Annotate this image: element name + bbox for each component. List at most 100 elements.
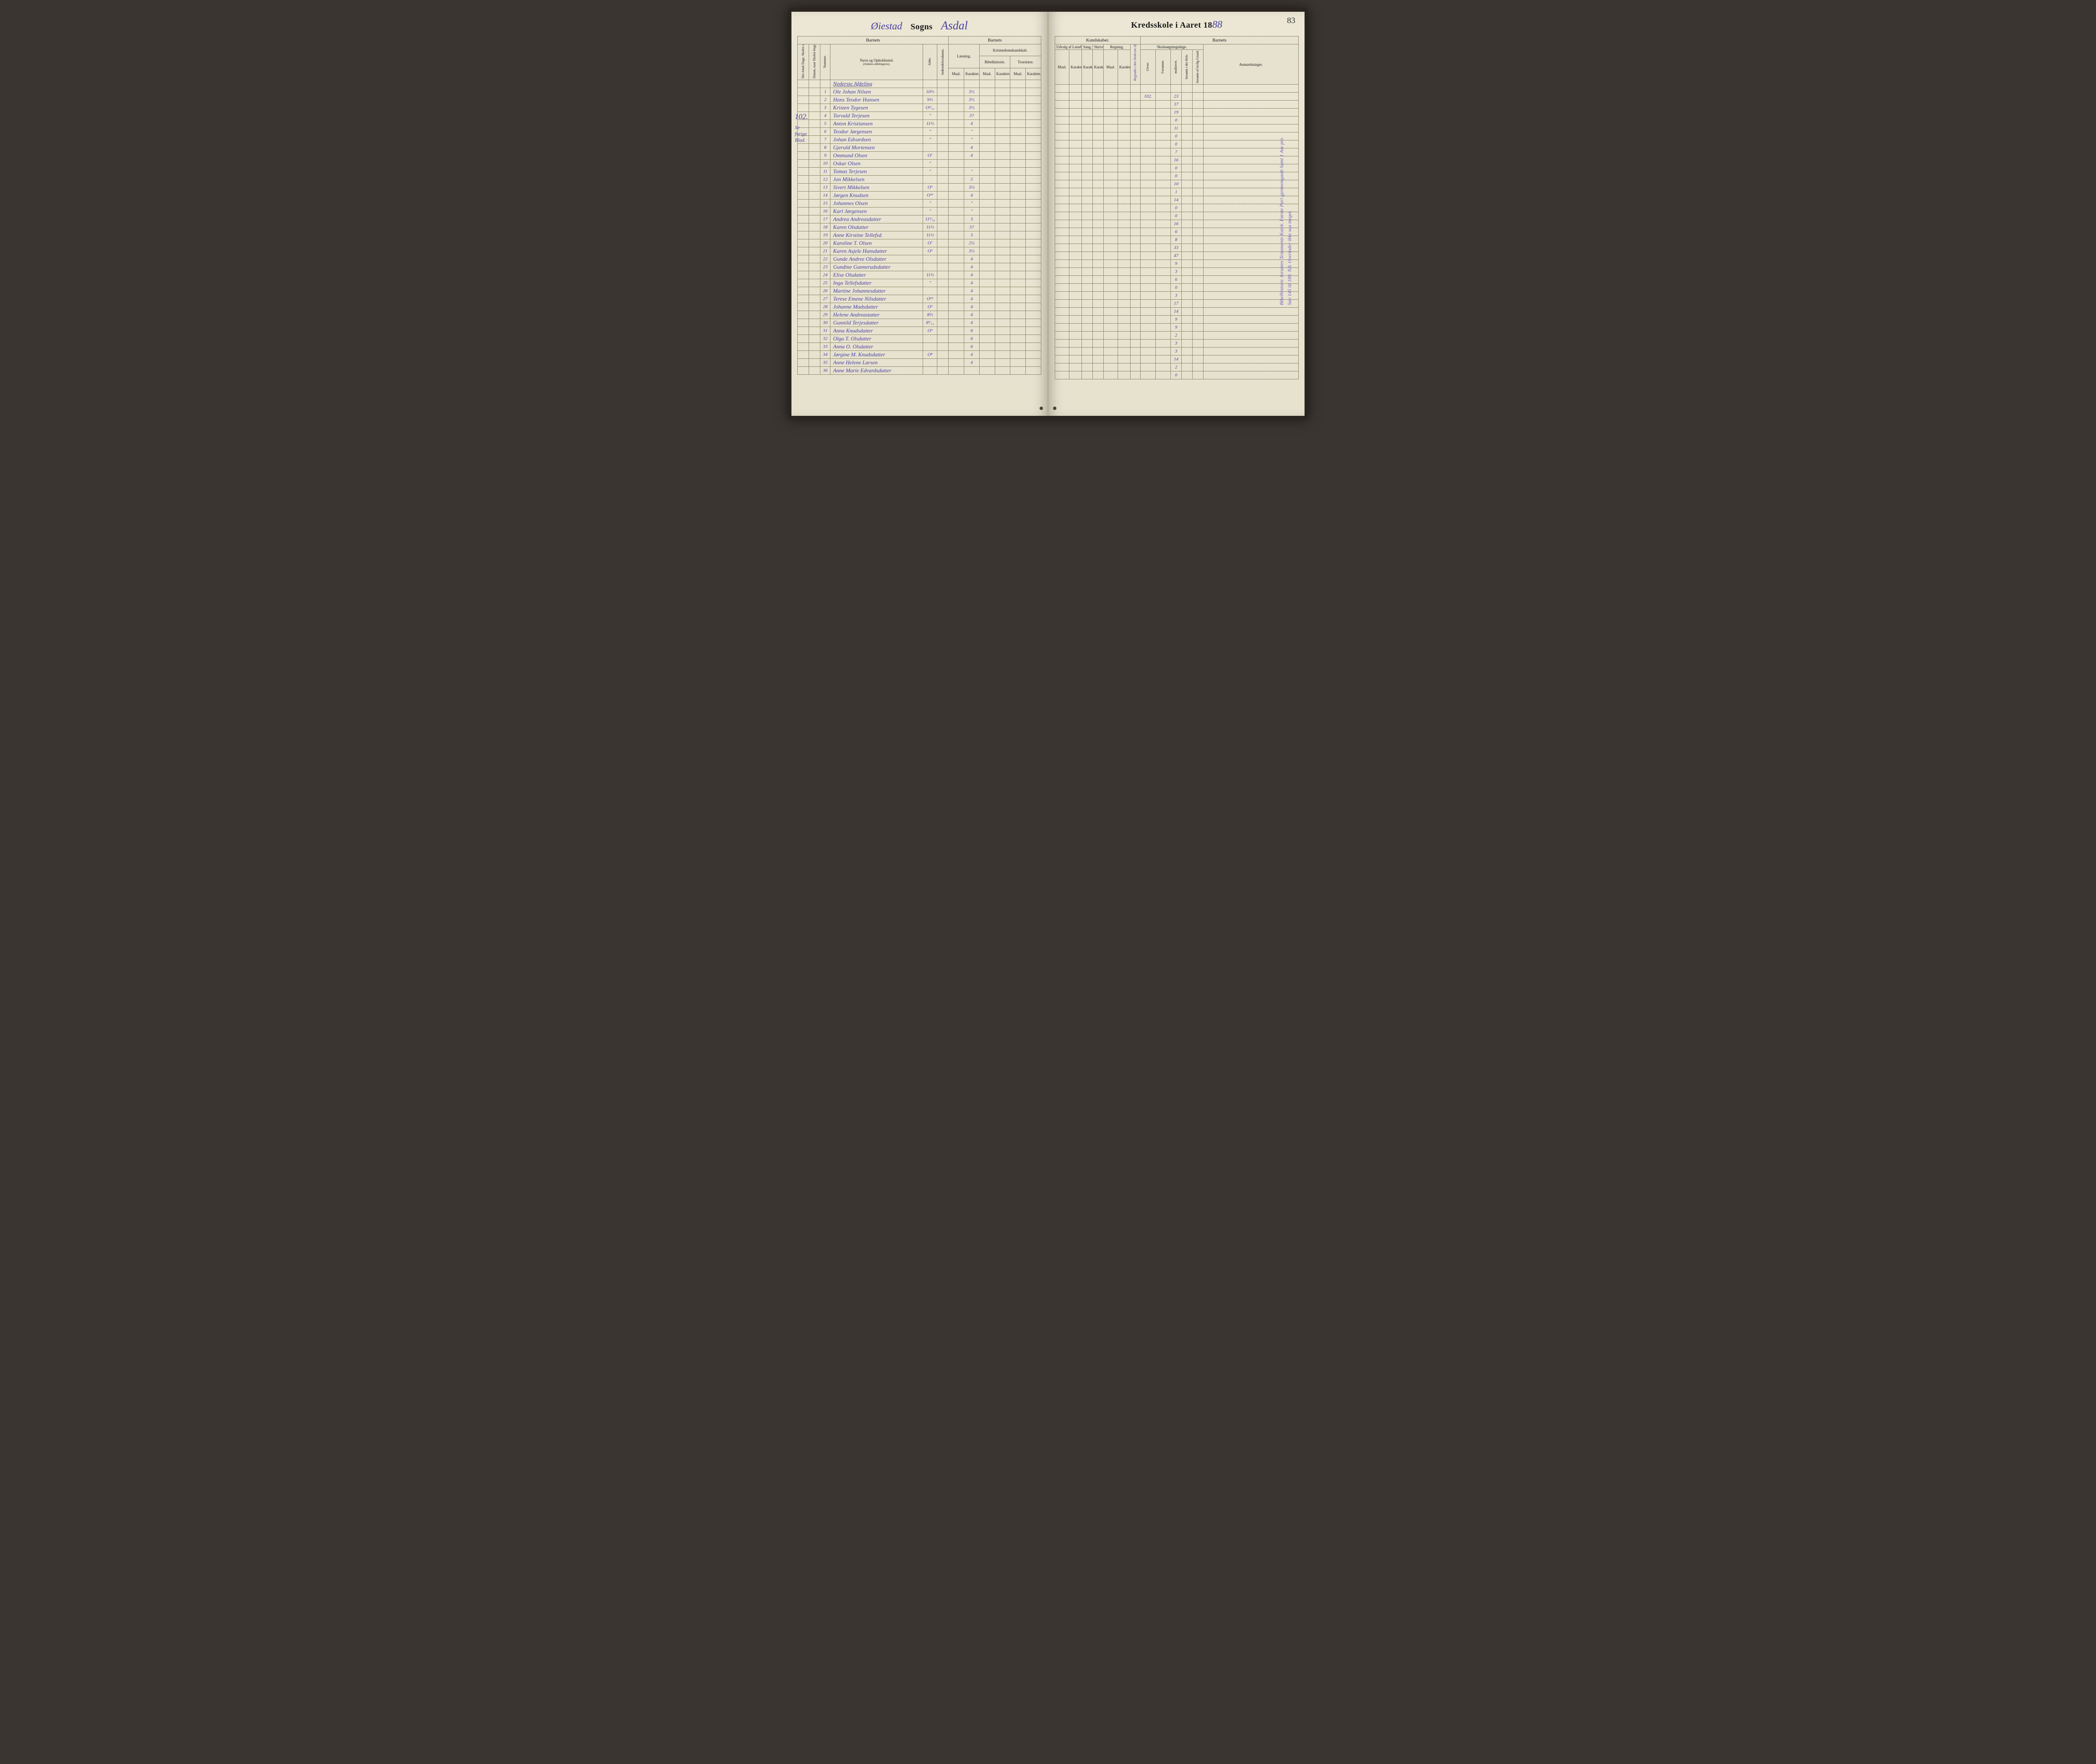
hdr-dage: Det Antal Dage, Skolen skal holdes i Kre… [798,44,809,80]
student-name: Tomas Terjesen [830,168,923,176]
table-row: 9 [1055,324,1299,332]
laesning-karakter: 4 [964,255,980,263]
givne-main: 102. [1141,93,1156,101]
givne-main [1141,164,1156,172]
days-value: 1 [1171,188,1182,196]
table-row: 11 [1055,125,1299,132]
laesning-karakter: 4 [964,295,980,303]
student-name: Martine Johannesdatter [830,287,923,295]
student-name: Gundine Gunnerudsdatter [830,263,923,271]
days-value: 10 [1171,180,1182,188]
days-value: 8 [1171,236,1182,244]
hdr-skriv: Skrivning. [1093,44,1104,50]
table-row: 0 [1055,212,1299,220]
laesning-karakter: 2½ [964,239,980,247]
sub-kar: Karakter. [1026,68,1041,80]
table-row: 33 [1055,244,1299,252]
age: 11⁹⁄₁₀ [923,215,937,223]
age: " [923,279,937,287]
days-value: 16 [1171,156,1182,164]
age: 11⅓ [923,231,937,239]
hdr-barnets: Barnets [798,36,949,44]
table-row: 9 Ommund Olsen O⁷ 4 [798,152,1041,160]
student-name: Olga T. Olsdatter [830,335,923,343]
student-name: Oskar Olsen [830,160,923,168]
row-number: 35 [820,359,830,367]
age: 11⅔ [923,120,937,128]
hdr-alder: Alder. [923,44,937,80]
table-row: 9 [1055,260,1299,268]
row-number: 15 [820,200,830,208]
age [923,335,937,343]
table-row: 17 [1055,300,1299,308]
laesning-karakter: 4 [964,319,980,327]
laesning-karakter: " [964,128,980,136]
givne-main [1141,188,1156,196]
table-row: 33 Anna O. Olsdatter 6 [798,343,1041,351]
givne-main [1141,180,1156,188]
student-name: Jørgen Knudsen [830,192,923,200]
row-number: 28 [820,303,830,311]
hdr-laesning: Læsning. [949,44,980,68]
laesning-karakter: " [964,200,980,208]
days-value: 0 [1171,284,1182,292]
days-value: 0 [1171,117,1182,125]
hdr-kristendom: Kristendomskundskab. [979,44,1041,56]
sub-kar: Karakter. [1082,50,1093,85]
table-row: 14 Jørgen Knudsen O⁹⁶ 4 [798,192,1041,200]
table-row: 6 Teodor Jørgensen " " [798,128,1041,136]
hdr-skole: Skolesøgningsdage. [1141,44,1204,50]
right-page: 83 Kredsskole i Aaret 1888 Bibelhistorie… [1048,12,1305,416]
laesning-karakter: 4 [964,271,980,279]
sub-maal: Maal. [1104,50,1118,85]
table-row: 102. 23 [1055,93,1299,101]
row-number: 1 [820,88,830,96]
givne-main [1141,363,1156,371]
table-row: 5 Anton Kristiansen 11⅔ 4 [798,120,1041,128]
ledger-book: 102. Se forige Blad. Øiestad Sogns Asdal [788,8,1308,419]
table-row: 3 Kristen Tygesen O⁹⁄₁₂ 3½ [798,104,1041,112]
row-number: 18 [820,223,830,231]
student-name: Sivert Mikkelsen [830,184,923,192]
givne-main [1141,371,1156,379]
table-row: 0 [1055,204,1299,212]
table-row: 2 [1055,363,1299,371]
margin-note: 102. Se forige Blad. [795,112,808,143]
age: " [923,208,937,215]
givne-main [1141,117,1156,125]
givne-main [1141,284,1156,292]
laesning-karakter: 4 [964,279,980,287]
row-number: 17 [820,215,830,223]
student-name: Jørgine M. Knudsdatter [830,351,923,359]
table-row: 16 [1055,220,1299,228]
days-value: 6 [1171,228,1182,236]
table-row: 2 [1055,332,1299,340]
sub-maal: Maal. [949,68,964,80]
hdr-anm: Anmærkninger. [1204,44,1299,85]
age: " [923,128,937,136]
table-row: 7 Johan Edvardsen " " [798,136,1041,144]
table-row: 9 [1055,316,1299,324]
sub-givne: Givne. [1141,50,1156,85]
days-value: 19 [1171,109,1182,117]
age: " [923,112,937,120]
sub-kar: Karakter. [1093,50,1104,85]
days-value: 9 [1171,316,1182,324]
days-value: 2 [1171,363,1182,371]
table-row: 30 Gunnild Terjesdatter 8⁷⁄₁₂ 4 [798,319,1041,327]
givne-main [1141,244,1156,252]
laesning-karakter: 6 [964,335,980,343]
student-name: Hans Teodor Hansen [830,96,923,104]
table-row: 2 Hans Teodor Hansen 9⅔ 3½ [798,96,1041,104]
laesning-karakter: 3½ [964,247,980,255]
table-row: 10 Oskar Olsen " [798,160,1041,168]
table-row: 32 Olga T. Olsdatter 6 [798,335,1041,343]
givne-main [1141,236,1156,244]
sub-fors: Forsømte. [1156,50,1171,85]
table-row: 26 Martine Johannesdatter 4 [798,287,1041,295]
days-value: 6 [1171,276,1182,284]
days-value: 9 [1171,324,1182,332]
hdr-barnets-r: Barnets [1141,36,1299,44]
table-row: 3 [1055,340,1299,348]
days-value: 14 [1171,355,1182,363]
